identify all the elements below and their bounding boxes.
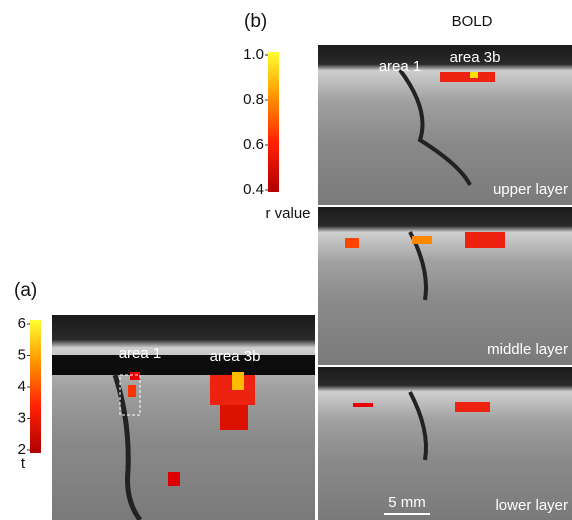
colorbar-tick-label: 0.4 [243, 181, 264, 198]
annotation: area 1 [119, 345, 162, 362]
colorbar-tick-label: 3 [18, 409, 26, 426]
scale-bar-label: 5 mm [388, 494, 426, 511]
mri-image-a [52, 315, 315, 520]
colorbar-tick-label: 1.0 [243, 46, 264, 63]
colorbar-tick-label: 0.6 [243, 136, 264, 153]
layer-label: middle layer [487, 341, 568, 358]
panel-label: (b) [244, 11, 267, 32]
panel-label: (a) [14, 280, 37, 301]
colorbar-tick-label: 5 [18, 346, 26, 363]
colorbar-tick-label: 0.8 [243, 91, 264, 108]
layer-label: lower layer [495, 497, 568, 514]
colorbar-tick-label: 4 [18, 378, 26, 395]
colorbar-title: r value [265, 205, 310, 222]
colorbar-tick-label: 2 [18, 441, 26, 458]
colorbar-b [268, 52, 279, 192]
annotation: area 1 [379, 58, 422, 75]
colorbar-a [30, 320, 41, 453]
layer-label: upper layer [493, 181, 568, 198]
annotation: area 3b [450, 49, 501, 66]
mri-images-b [318, 45, 572, 520]
figure: (a) t area 1 area 3b (b) BOLD r value ar… [0, 0, 572, 520]
panel-title: BOLD [452, 13, 493, 30]
colorbar-tick-label: 6 [18, 315, 26, 332]
annotation: area 3b [210, 348, 261, 365]
